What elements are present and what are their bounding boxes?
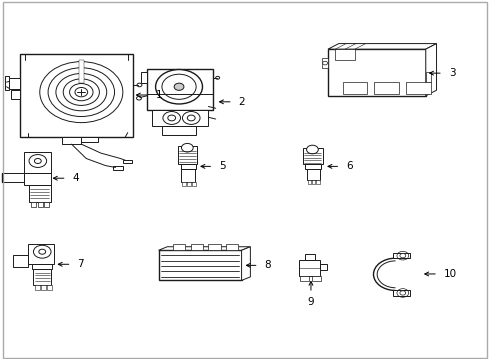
Polygon shape [313, 276, 321, 282]
Polygon shape [79, 60, 84, 83]
Circle shape [70, 84, 93, 101]
Polygon shape [177, 146, 197, 164]
Polygon shape [41, 285, 46, 290]
Polygon shape [32, 264, 52, 269]
Polygon shape [208, 244, 220, 250]
Polygon shape [9, 78, 20, 89]
Circle shape [182, 112, 200, 125]
Polygon shape [123, 159, 132, 163]
Polygon shape [27, 244, 54, 264]
Polygon shape [11, 90, 20, 99]
Polygon shape [317, 180, 320, 184]
Circle shape [29, 154, 47, 167]
Polygon shape [147, 69, 213, 110]
Circle shape [163, 112, 180, 125]
Polygon shape [173, 244, 185, 250]
Circle shape [323, 61, 328, 65]
Polygon shape [322, 58, 328, 68]
Circle shape [216, 76, 220, 79]
Polygon shape [181, 169, 195, 182]
Polygon shape [113, 166, 123, 170]
Circle shape [156, 69, 202, 104]
Polygon shape [406, 82, 431, 94]
Circle shape [307, 145, 318, 154]
Text: 3: 3 [449, 68, 455, 78]
Polygon shape [159, 247, 250, 250]
Polygon shape [300, 276, 309, 282]
Polygon shape [305, 254, 315, 260]
Polygon shape [426, 72, 431, 82]
Polygon shape [343, 82, 367, 94]
Text: 7: 7 [77, 259, 84, 269]
Polygon shape [393, 291, 410, 296]
Polygon shape [44, 202, 49, 207]
Circle shape [162, 74, 196, 99]
Circle shape [400, 291, 406, 295]
Circle shape [174, 83, 184, 90]
Text: 8: 8 [265, 260, 271, 270]
Polygon shape [328, 44, 437, 49]
Polygon shape [29, 185, 51, 202]
Polygon shape [312, 180, 316, 184]
Polygon shape [305, 164, 321, 168]
Text: 10: 10 [444, 269, 457, 279]
Circle shape [33, 245, 51, 258]
Polygon shape [35, 285, 40, 290]
Polygon shape [24, 152, 51, 173]
Polygon shape [180, 164, 196, 169]
Circle shape [48, 68, 115, 117]
Text: 4: 4 [73, 173, 79, 183]
Circle shape [137, 96, 142, 100]
Polygon shape [47, 285, 51, 290]
Circle shape [39, 249, 46, 254]
Circle shape [34, 158, 41, 163]
Polygon shape [33, 269, 51, 285]
Polygon shape [13, 255, 27, 267]
Text: 1: 1 [156, 90, 162, 100]
Circle shape [181, 143, 193, 152]
Polygon shape [38, 202, 43, 207]
Circle shape [137, 83, 142, 87]
Polygon shape [226, 244, 238, 250]
Text: 5: 5 [219, 161, 226, 171]
Circle shape [187, 115, 195, 121]
Polygon shape [242, 247, 250, 280]
Polygon shape [182, 182, 186, 186]
Circle shape [63, 79, 99, 105]
Polygon shape [191, 244, 203, 250]
Polygon shape [4, 76, 9, 90]
Text: 9: 9 [308, 297, 314, 307]
Polygon shape [374, 82, 399, 94]
Polygon shape [299, 260, 320, 276]
Polygon shape [335, 49, 355, 60]
Text: 6: 6 [346, 161, 353, 171]
Text: 2: 2 [239, 97, 245, 107]
Polygon shape [308, 180, 311, 184]
Polygon shape [307, 168, 320, 180]
Polygon shape [303, 148, 323, 164]
Polygon shape [81, 137, 98, 142]
Polygon shape [159, 250, 242, 280]
Polygon shape [62, 137, 81, 144]
Polygon shape [192, 182, 196, 186]
Circle shape [400, 253, 406, 258]
Polygon shape [426, 44, 437, 96]
Circle shape [75, 87, 88, 97]
Polygon shape [24, 173, 51, 185]
Polygon shape [328, 49, 426, 96]
Circle shape [40, 62, 123, 123]
Circle shape [56, 73, 107, 111]
Polygon shape [31, 202, 36, 207]
Polygon shape [320, 264, 327, 270]
Circle shape [168, 115, 175, 121]
Polygon shape [2, 173, 24, 182]
Polygon shape [187, 182, 191, 186]
Polygon shape [152, 110, 208, 126]
Polygon shape [393, 253, 410, 258]
Polygon shape [142, 72, 147, 83]
Polygon shape [20, 54, 133, 137]
Polygon shape [162, 126, 196, 135]
